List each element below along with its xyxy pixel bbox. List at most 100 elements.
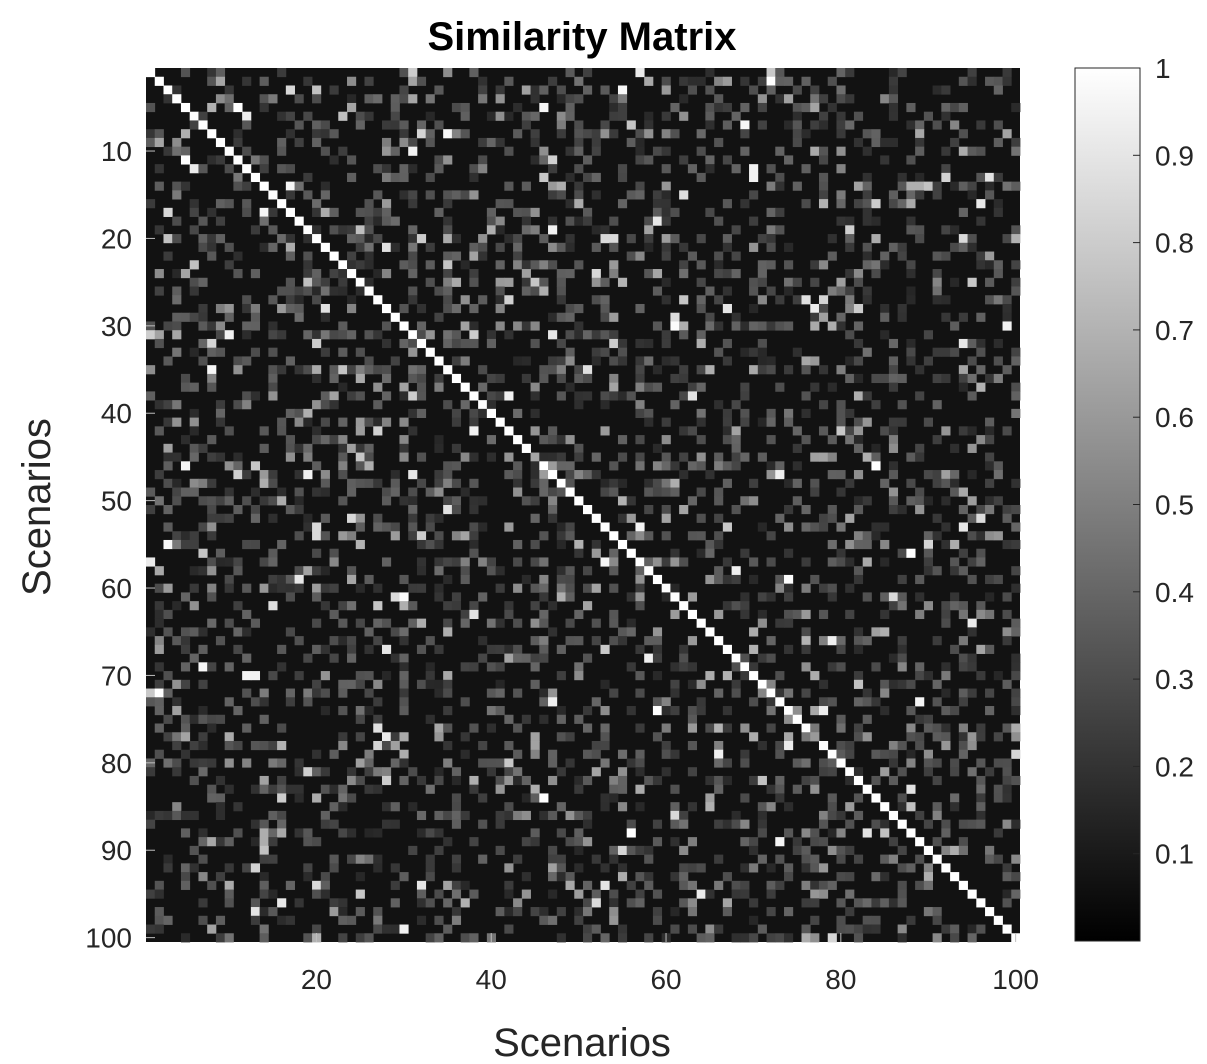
heatmap-cell xyxy=(574,889,584,899)
heatmap-cell xyxy=(941,496,951,506)
heatmap-cell xyxy=(950,181,960,191)
heatmap-cell xyxy=(408,199,418,209)
heatmap-cell xyxy=(329,365,339,375)
heatmap-cell xyxy=(836,636,846,646)
heatmap-cell xyxy=(425,679,435,689)
chart-title: Similarity Matrix xyxy=(427,15,736,59)
heatmap-cell xyxy=(766,356,776,366)
heatmap-cell xyxy=(242,120,252,130)
heatmap-cell xyxy=(399,260,409,270)
heatmap-cell xyxy=(635,435,645,445)
heatmap-cell xyxy=(818,522,829,532)
heatmap-cell xyxy=(792,426,802,436)
heatmap-cell xyxy=(277,758,287,768)
heatmap-cell xyxy=(1002,513,1012,523)
heatmap-cell xyxy=(381,207,392,217)
heatmap-cell xyxy=(539,915,549,925)
heatmap-cell xyxy=(338,461,348,471)
heatmap-cell xyxy=(626,190,636,200)
heatmap-cell xyxy=(722,120,732,130)
heatmap-cell xyxy=(810,784,820,794)
heatmap-cell xyxy=(775,697,785,707)
heatmap-cell xyxy=(670,749,680,759)
heatmap-cell xyxy=(425,872,435,882)
heatmap-cell xyxy=(320,470,330,480)
heatmap-cell xyxy=(259,872,269,882)
heatmap-cell xyxy=(932,120,942,130)
heatmap-cell xyxy=(434,164,444,174)
heatmap-cell xyxy=(399,679,409,689)
heatmap-cell xyxy=(172,636,182,646)
heatmap-cell xyxy=(486,688,496,698)
heatmap-cell xyxy=(303,688,313,698)
heatmap-cell xyxy=(687,251,698,261)
heatmap-cell xyxy=(408,470,418,480)
heatmap-cell xyxy=(915,234,925,244)
heatmap-cell xyxy=(434,644,444,654)
heatmap-cell xyxy=(749,216,759,226)
heatmap-cell xyxy=(871,269,881,279)
heatmap-cell xyxy=(277,740,287,751)
heatmap-cell xyxy=(207,321,217,331)
heatmap-cell xyxy=(696,408,706,418)
heatmap-cell xyxy=(784,321,794,331)
heatmap-cell xyxy=(443,295,453,305)
heatmap-cell xyxy=(146,102,156,113)
heatmap-cell xyxy=(958,487,968,497)
heatmap-cell xyxy=(338,679,348,689)
heatmap-cell xyxy=(154,225,164,235)
heatmap-cell xyxy=(818,767,829,777)
heatmap-cell xyxy=(967,767,977,777)
heatmap-cell xyxy=(565,566,575,576)
heatmap-cell xyxy=(845,408,855,418)
heatmap-cell xyxy=(696,303,706,314)
heatmap-cell xyxy=(451,863,462,873)
heatmap-cell xyxy=(347,172,357,183)
heatmap-cell xyxy=(163,863,173,873)
heatmap-cell xyxy=(215,775,226,786)
heatmap-cell xyxy=(259,740,269,751)
heatmap-cell xyxy=(652,706,663,716)
heatmap-cell xyxy=(460,382,470,392)
heatmap-cell xyxy=(600,793,610,803)
heatmap-cell xyxy=(1011,260,1021,270)
heatmap-cell xyxy=(233,505,243,515)
heatmap-cell xyxy=(504,714,514,724)
heatmap-cell xyxy=(705,207,715,217)
heatmap-cell xyxy=(941,671,951,681)
heatmap-cell xyxy=(215,810,226,821)
heatmap-cell xyxy=(967,889,977,899)
heatmap-cell xyxy=(679,601,689,611)
heatmap-cell xyxy=(591,330,601,340)
heatmap-cell xyxy=(652,653,663,663)
heatmap-cell xyxy=(845,68,855,78)
heatmap-cell xyxy=(495,286,505,296)
heatmap-cell xyxy=(338,740,348,751)
heatmap-cell xyxy=(434,688,444,698)
heatmap-cell xyxy=(233,601,243,611)
heatmap-cell xyxy=(224,574,234,585)
heatmap-cell xyxy=(722,356,732,366)
heatmap-cell xyxy=(801,522,811,532)
heatmap-cell xyxy=(408,583,418,593)
heatmap-cell xyxy=(504,426,514,436)
heatmap-cell xyxy=(504,234,514,244)
heatmap-cell xyxy=(198,714,208,724)
heatmap-cell xyxy=(189,601,199,611)
heatmap-cell xyxy=(172,347,182,357)
heatmap-cell xyxy=(609,636,619,646)
heatmap-cell xyxy=(556,592,566,602)
heatmap-cell xyxy=(976,671,986,681)
heatmap-cell xyxy=(224,837,234,847)
heatmap-cell xyxy=(985,688,995,698)
heatmap-cell xyxy=(976,365,986,375)
heatmap-cell xyxy=(967,470,977,480)
heatmap-cell xyxy=(495,706,505,716)
heatmap-cell xyxy=(705,889,715,899)
heatmap-cell xyxy=(591,749,601,759)
heatmap-cell xyxy=(320,706,330,716)
heatmap-cell xyxy=(792,714,802,724)
heatmap-cell xyxy=(434,356,444,366)
heatmap-cell xyxy=(504,295,514,305)
heatmap-cell xyxy=(513,260,523,270)
